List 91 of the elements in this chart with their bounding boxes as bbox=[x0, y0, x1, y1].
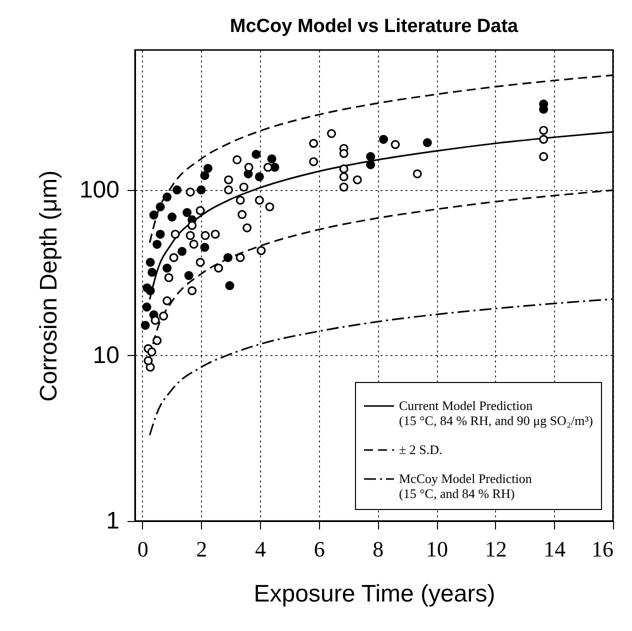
point bbox=[170, 230, 180, 239]
point bbox=[242, 223, 252, 232]
point bbox=[539, 152, 548, 162]
point bbox=[252, 150, 261, 159]
point bbox=[239, 182, 248, 192]
point bbox=[339, 148, 348, 158]
point bbox=[144, 356, 153, 366]
point bbox=[156, 202, 165, 212]
point bbox=[339, 172, 348, 182]
point bbox=[186, 188, 195, 197]
point bbox=[156, 230, 165, 239]
legend-label: Current Model Prediction (15 °C, 84 % RH, and 90 μg SO₂/m³) bbox=[399, 398, 593, 428]
point bbox=[200, 231, 210, 240]
point bbox=[244, 162, 254, 172]
point bbox=[224, 175, 234, 184]
point bbox=[379, 134, 388, 144]
point bbox=[254, 172, 264, 182]
point bbox=[265, 202, 274, 212]
point bbox=[539, 134, 548, 144]
point bbox=[186, 231, 195, 240]
point bbox=[390, 140, 400, 150]
point bbox=[147, 347, 156, 356]
x-tick-label: 8 bbox=[372, 536, 384, 562]
point bbox=[200, 242, 210, 252]
point bbox=[352, 175, 362, 184]
point bbox=[422, 138, 432, 148]
point bbox=[224, 185, 234, 194]
point bbox=[184, 271, 194, 280]
point bbox=[236, 253, 245, 262]
point bbox=[214, 264, 224, 273]
point bbox=[539, 126, 548, 135]
point bbox=[225, 281, 234, 290]
x-axis-title: Exposure Time (years) bbox=[254, 580, 496, 608]
x-tick-label: 12 bbox=[484, 536, 507, 562]
point bbox=[236, 196, 245, 205]
point bbox=[256, 246, 266, 256]
point bbox=[162, 296, 172, 306]
point bbox=[200, 171, 210, 180]
point bbox=[182, 208, 192, 218]
y-tick-label: 1 bbox=[106, 508, 120, 534]
point bbox=[146, 258, 155, 267]
x-tick-label: 14 bbox=[544, 536, 566, 562]
legend-label: McCoy Model Prediction (15 °C, and 84 % RH) bbox=[399, 471, 532, 501]
point bbox=[196, 185, 206, 194]
y-tick-label: 100 bbox=[79, 176, 120, 204]
y-axis-title: Corrosion Depth (μm) bbox=[35, 170, 62, 402]
point bbox=[142, 302, 152, 312]
x-tick-label: 6 bbox=[314, 536, 325, 562]
x-tick-label: 10 bbox=[426, 536, 448, 562]
y-tick-label: 10 bbox=[92, 342, 120, 369]
point bbox=[339, 182, 348, 192]
point bbox=[140, 320, 150, 330]
x-tick-label: 16 bbox=[592, 536, 614, 562]
point bbox=[203, 164, 212, 173]
point bbox=[162, 264, 172, 273]
point bbox=[254, 196, 264, 205]
point bbox=[152, 336, 162, 346]
point bbox=[178, 246, 187, 256]
legend-label: ± 2 S.D. bbox=[399, 442, 442, 457]
point bbox=[412, 169, 422, 178]
point bbox=[152, 240, 162, 249]
point bbox=[210, 230, 220, 239]
point bbox=[162, 192, 172, 202]
point bbox=[366, 160, 376, 170]
x-tick-label: 4 bbox=[255, 536, 266, 562]
point bbox=[148, 268, 157, 277]
point bbox=[263, 162, 272, 172]
point bbox=[309, 138, 318, 148]
point bbox=[232, 155, 242, 164]
chart-title: McCoy Model vs Literature Data bbox=[230, 16, 519, 37]
point bbox=[164, 273, 174, 282]
point bbox=[267, 154, 276, 164]
point bbox=[238, 210, 247, 220]
point bbox=[326, 129, 336, 138]
point bbox=[149, 210, 158, 220]
x-tick-label: 2 bbox=[196, 536, 208, 562]
point bbox=[142, 283, 152, 292]
point bbox=[366, 152, 376, 162]
point bbox=[150, 316, 160, 325]
point bbox=[196, 206, 205, 216]
point bbox=[168, 212, 177, 222]
x-tick-label: 0 bbox=[137, 536, 148, 562]
point bbox=[309, 157, 318, 166]
point bbox=[188, 286, 197, 296]
point bbox=[159, 312, 168, 321]
point bbox=[169, 253, 178, 262]
point bbox=[196, 258, 205, 267]
point bbox=[172, 185, 182, 194]
point bbox=[223, 253, 232, 262]
point bbox=[189, 240, 198, 249]
point bbox=[339, 164, 348, 174]
